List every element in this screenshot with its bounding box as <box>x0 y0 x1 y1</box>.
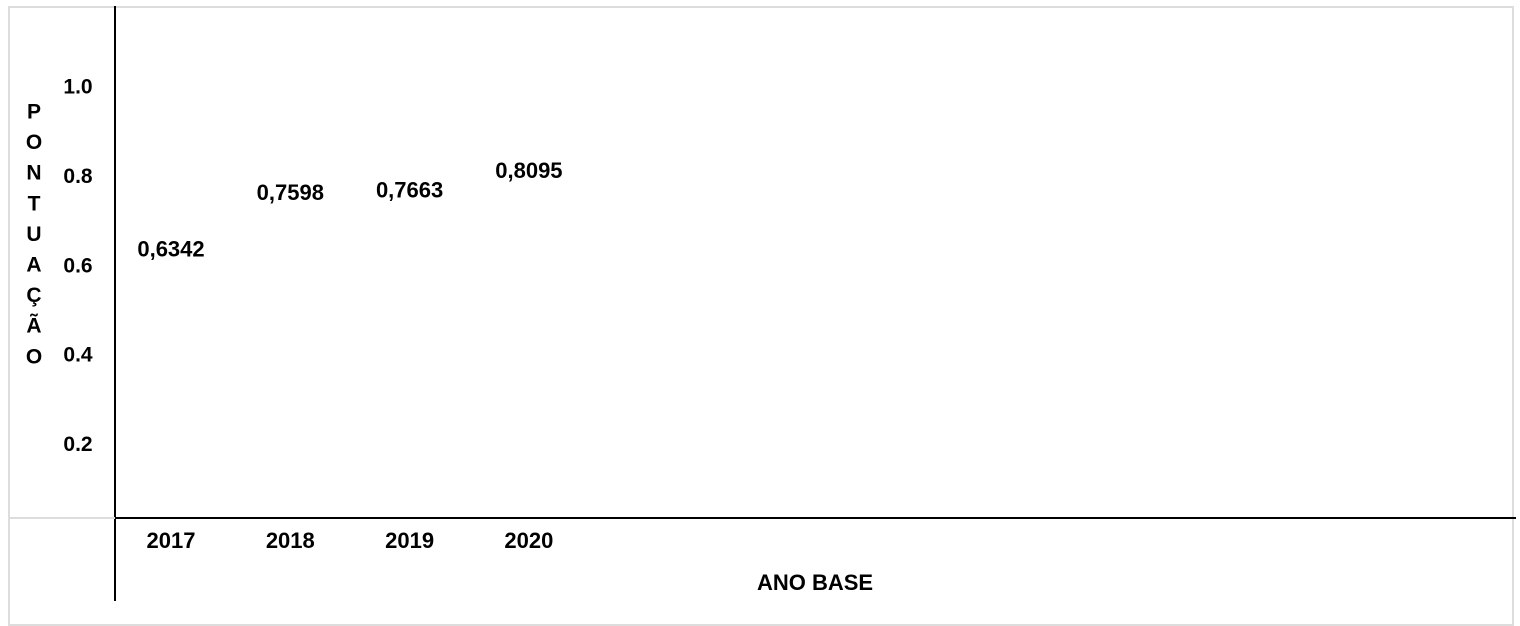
y-axis-label-letter: Ã <box>26 315 41 338</box>
y-tick-label: 1.0 <box>63 76 92 99</box>
x-tick-label: 2018 <box>266 528 315 553</box>
x-tick-label: 2020 <box>504 528 553 553</box>
y-tick-labels: 1.0 0.8 0.6 0.4 0.2 <box>63 76 93 457</box>
y-axis-label-letter: T <box>28 192 41 215</box>
x-tick-labels: 2017 2018 2019 2020 <box>147 528 554 553</box>
y-axis-label-letter: A <box>26 254 41 277</box>
data-label: 0,7663 <box>376 177 443 202</box>
x-tick-label: 2019 <box>385 528 434 553</box>
x-axis-label: ANO BASE <box>757 570 873 595</box>
y-tick-label: 0.2 <box>63 433 92 456</box>
x-tick-label: 2017 <box>147 528 196 553</box>
y-axis-label-letter: N <box>26 162 41 185</box>
y-tick-label: 0.6 <box>63 254 92 277</box>
y-axis-label-letter: O <box>26 345 42 368</box>
y-axis-label-letter: P <box>27 101 41 124</box>
y-axis-label-letter: U <box>26 223 41 246</box>
y-tick-label: 0.8 <box>63 165 93 188</box>
y-tick-label: 0.4 <box>63 344 93 367</box>
y-axis-label-letter: O <box>26 131 42 154</box>
y-axis-label-letter: Ç <box>26 284 41 307</box>
data-labels: 0,6342 0,7598 0,7663 0,8095 <box>137 158 562 261</box>
data-label: 0,8095 <box>495 158 562 183</box>
data-label: 0,7598 <box>257 180 324 205</box>
data-label: 0,6342 <box>137 236 204 261</box>
